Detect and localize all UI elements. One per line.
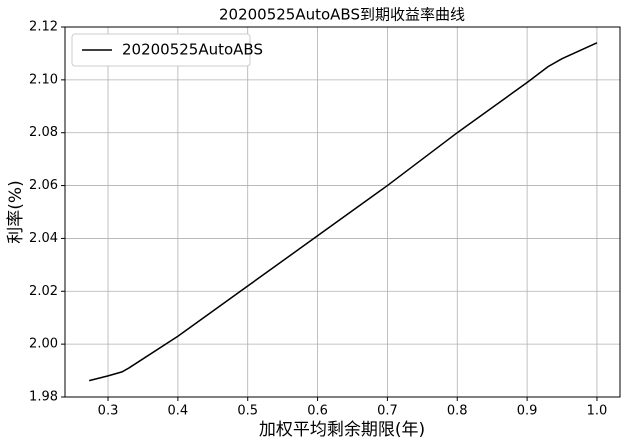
y-axis-label: 利率(%) — [6, 180, 26, 243]
x-tick-label: 0.9 — [517, 404, 538, 419]
chart-title: 20200525AutoABS到期收益率曲线 — [219, 6, 465, 24]
x-axis-label: 加权平均剩余期限(年) — [259, 420, 425, 440]
x-tick-label: 0.7 — [377, 404, 398, 419]
x-tick-label: 1.0 — [587, 404, 608, 419]
x-tick-label: 0.4 — [168, 404, 189, 419]
legend-box — [71, 33, 251, 67]
x-tick-label: 0.5 — [237, 404, 258, 419]
y-tick-label: 2.08 — [29, 125, 58, 140]
x-tick-label: 0.6 — [307, 404, 328, 419]
x-tick-label: 0.8 — [447, 404, 468, 419]
x-tick-label: 0.3 — [98, 404, 119, 419]
legend-label: 20200525AutoABS — [122, 41, 263, 59]
y-tick-label: 2.10 — [29, 72, 58, 87]
line-series — [88, 42, 598, 382]
plot-frame — [64, 26, 621, 398]
y-tick-label: 2.06 — [29, 178, 58, 193]
y-tick-label: 2.04 — [29, 231, 58, 246]
y-tick-label: 2.02 — [29, 284, 58, 299]
y-tick-label: 2.00 — [29, 337, 58, 352]
y-tick-label: 2.12 — [29, 20, 58, 35]
y-tick-label: 1.98 — [29, 390, 58, 405]
